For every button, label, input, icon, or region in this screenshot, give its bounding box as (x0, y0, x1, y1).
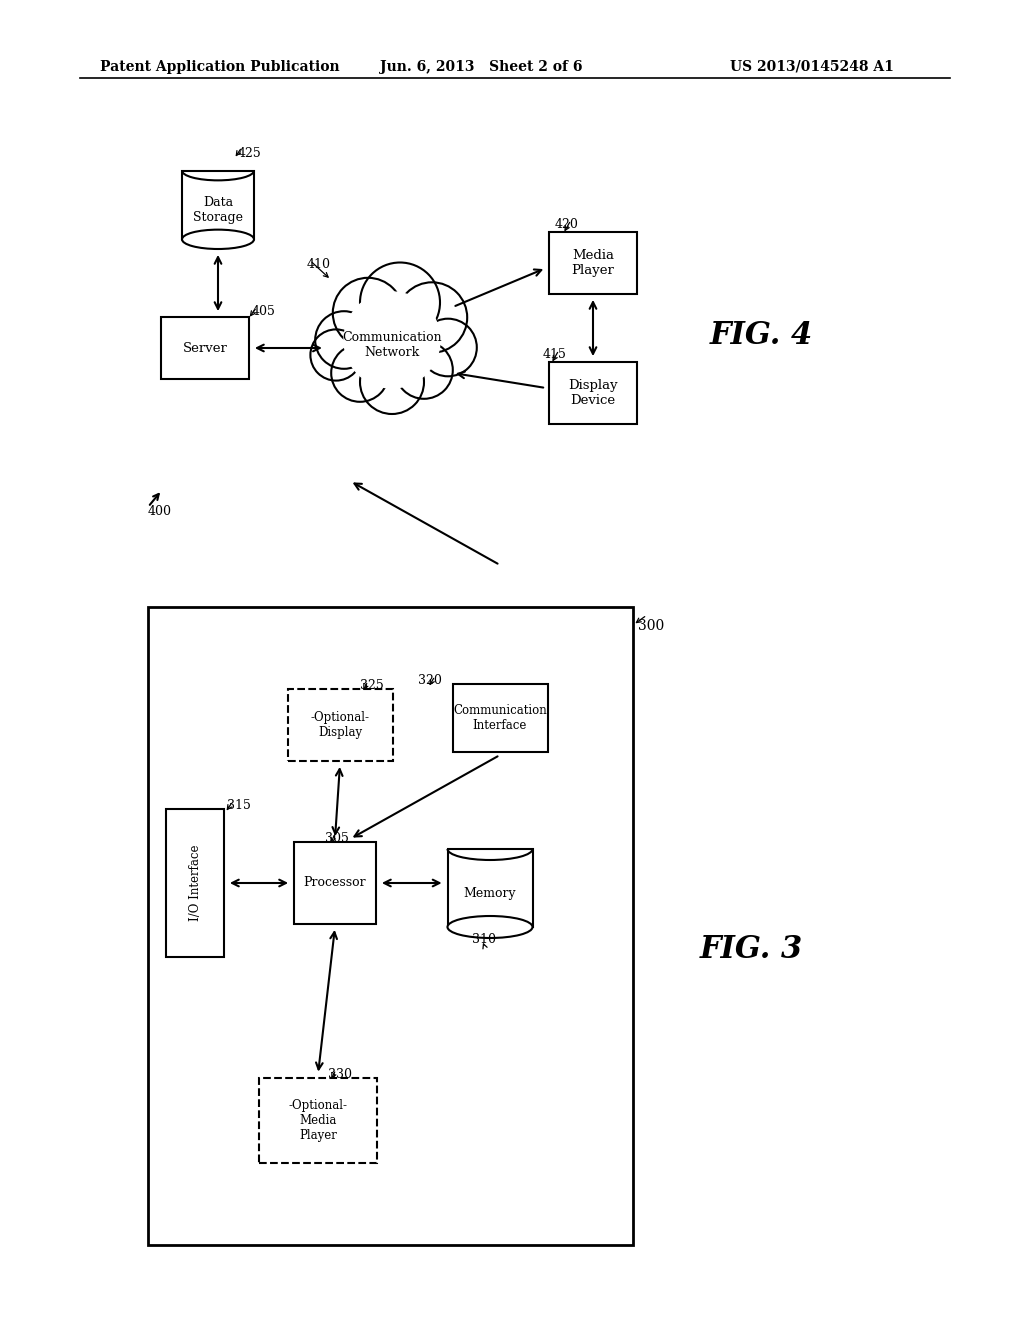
Text: 325: 325 (360, 678, 384, 692)
Text: Memory: Memory (464, 887, 516, 899)
Circle shape (333, 277, 403, 348)
Text: 330: 330 (328, 1068, 352, 1081)
Circle shape (419, 318, 477, 376)
Text: I/O Interface: I/O Interface (188, 845, 202, 921)
Bar (549, 232, 637, 294)
Circle shape (344, 292, 440, 388)
Circle shape (360, 350, 424, 414)
Text: 425: 425 (238, 147, 262, 160)
Bar (549, 362, 637, 424)
Text: 320: 320 (418, 675, 442, 686)
Text: 415: 415 (543, 348, 567, 360)
Text: Data
Storage: Data Storage (193, 195, 243, 224)
Text: Jun. 6, 2013   Sheet 2 of 6: Jun. 6, 2013 Sheet 2 of 6 (380, 59, 583, 74)
Text: 400: 400 (148, 506, 172, 517)
Text: Communication
Network: Communication Network (342, 331, 441, 359)
Bar (259, 1077, 377, 1163)
Text: 405: 405 (252, 305, 275, 318)
Text: Patent Application Publication: Patent Application Publication (100, 59, 340, 74)
Ellipse shape (447, 916, 532, 939)
Text: -Optional-
Media
Player: -Optional- Media Player (289, 1098, 347, 1142)
Circle shape (395, 341, 453, 399)
Bar (288, 689, 392, 762)
Text: FIG. 3: FIG. 3 (700, 935, 803, 965)
Text: 310: 310 (472, 933, 496, 946)
Text: FIG. 4: FIG. 4 (710, 319, 813, 351)
Circle shape (397, 282, 467, 352)
Text: Media
Player: Media Player (571, 249, 614, 277)
Bar (453, 684, 548, 752)
Text: Communication
Interface: Communication Interface (454, 704, 547, 733)
Text: -Optional-
Display: -Optional- Display (310, 711, 370, 739)
Bar (447, 849, 532, 927)
Bar (294, 842, 376, 924)
Circle shape (315, 312, 373, 368)
Text: 410: 410 (307, 259, 331, 272)
Bar (161, 317, 249, 379)
Ellipse shape (182, 230, 254, 249)
Text: Processor: Processor (304, 876, 367, 890)
Circle shape (360, 263, 440, 342)
Text: US 2013/0145248 A1: US 2013/0145248 A1 (730, 59, 894, 74)
Circle shape (331, 345, 389, 401)
Text: Server: Server (182, 342, 227, 355)
Text: 315: 315 (227, 799, 251, 812)
Bar (166, 809, 224, 957)
Text: 305: 305 (325, 832, 349, 845)
Bar (148, 607, 633, 1245)
Text: Display
Device: Display Device (568, 379, 617, 407)
Text: 300: 300 (638, 619, 665, 634)
Circle shape (310, 330, 361, 380)
Text: 420: 420 (555, 218, 579, 231)
Bar (182, 170, 254, 239)
